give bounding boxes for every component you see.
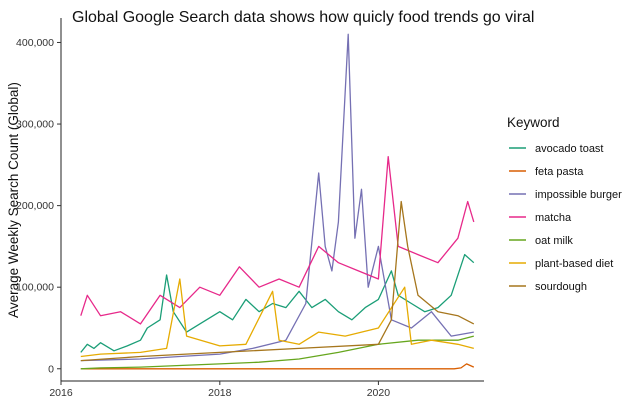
- y-tick-label: 100,000: [16, 282, 54, 294]
- legend-label: plant-based diet: [535, 258, 613, 270]
- series-line-impossible-burger: [80, 33, 474, 362]
- series-line-matcha: [80, 156, 475, 325]
- legend-label: impossible burger: [535, 189, 622, 201]
- y-tick-label: 300,000: [16, 119, 54, 131]
- legend-label: oat milk: [535, 235, 573, 247]
- x-tick-label: 2020: [367, 387, 391, 399]
- x-tick-label: 2018: [208, 387, 232, 399]
- legend-label: avocado toast: [535, 143, 604, 155]
- legend-label: sourdough: [535, 281, 587, 293]
- y-tick-label: 400,000: [16, 37, 54, 49]
- y-tick-label: 200,000: [16, 200, 54, 212]
- series-line-sourdough: [80, 200, 475, 362]
- y-axis-ticks: 0 100,000 200,000 300,000 400,000: [16, 37, 61, 375]
- legend-label: matcha: [535, 212, 572, 224]
- legend: Keyword avocado toast feta pasta impossibl…: [507, 115, 622, 293]
- series-line-feta-pasta: [80, 363, 475, 370]
- y-axis-title: Average Weekly Search Count (Global): [6, 82, 21, 318]
- legend-label: feta pasta: [535, 166, 584, 178]
- legend-title: Keyword: [507, 115, 560, 130]
- series-line-plant-based-diet: [80, 278, 474, 358]
- y-tick-label: 0: [48, 363, 54, 375]
- x-tick-label: 2016: [49, 387, 73, 399]
- plot-area: [80, 33, 475, 370]
- series-line-oat-milk: [80, 335, 474, 370]
- x-axis-ticks: 2016 2018 2020: [49, 381, 390, 399]
- chart-title: Global Google Search data shows how quic…: [72, 9, 534, 26]
- series-line-avocado-toast: [80, 253, 475, 353]
